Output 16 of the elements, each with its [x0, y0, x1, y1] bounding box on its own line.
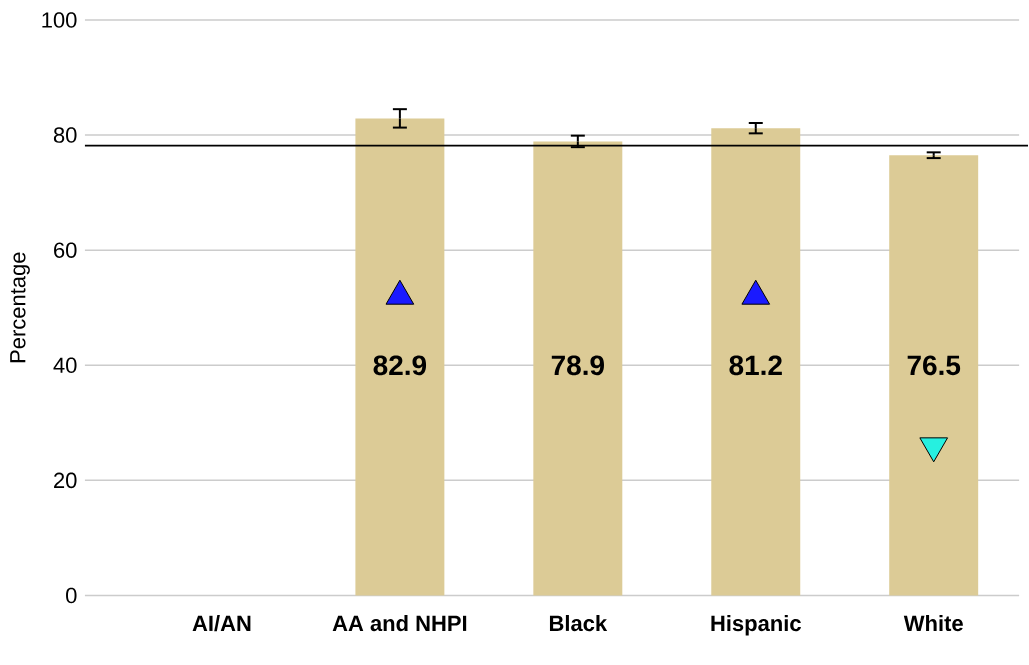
data-label: 78.9 [551, 355, 604, 375]
x-tick-label: Hispanic [711, 614, 801, 636]
x-tick-label: AA and NHPI [332, 614, 467, 631]
y-tick-label: 80 [53, 127, 77, 143]
data-label: 81.2 [729, 355, 782, 375]
x-tick-label: AI/AN [192, 614, 251, 632]
x-tick-label: White [903, 614, 963, 631]
y-tick-label: 20 [54, 472, 77, 488]
y-tick-label: 0 [66, 587, 77, 604]
x-tick-label: Black [549, 614, 608, 631]
y-tick-label: 60 [54, 242, 77, 258]
y-tick-label: 100 [42, 11, 77, 28]
y-axis-title: Percentage [10, 252, 30, 362]
data-label: 82.9 [373, 355, 427, 375]
data-label: 76.5 [907, 355, 961, 375]
y-tick-label: 40 [53, 357, 77, 373]
